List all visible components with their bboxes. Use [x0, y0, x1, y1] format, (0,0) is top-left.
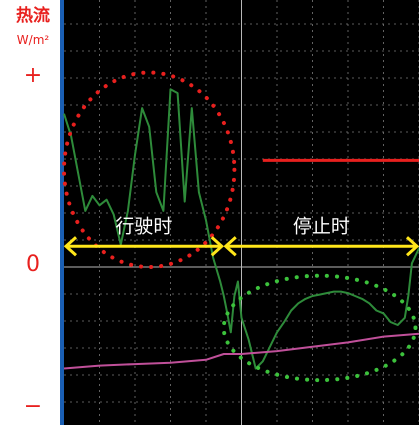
annotation-arrow: 行驶时 — [63, 215, 224, 257]
arrow-head-left — [223, 236, 237, 257]
y-tick-minus: − — [23, 394, 43, 419]
plot-left-border — [60, 0, 64, 425]
plot-background — [60, 0, 419, 425]
y-axis-title: 热流 — [16, 6, 50, 26]
highlight-circle — [221, 273, 418, 383]
plot-grid — [64, 0, 419, 425]
highlight-circle — [62, 70, 237, 269]
y-tick-zero: 0 — [26, 252, 40, 277]
y-tick-plus: + — [23, 63, 43, 88]
arrow-head-left — [63, 236, 78, 257]
annotation-layer: 行驶时 停止时 — [63, 215, 419, 257]
annotation-label: 停止时 — [293, 215, 350, 237]
series-layer — [63, 88, 419, 370]
arrow-head-right — [210, 236, 224, 257]
y-axis-unit: W/m² — [16, 33, 50, 47]
highlight-layer — [62, 70, 418, 383]
annotation-label: 行驶时 — [115, 215, 172, 237]
series-line — [63, 332, 419, 370]
annotation-arrow: 停止时 — [223, 215, 419, 257]
arrow-head-right — [405, 236, 419, 257]
series-line — [63, 88, 419, 370]
